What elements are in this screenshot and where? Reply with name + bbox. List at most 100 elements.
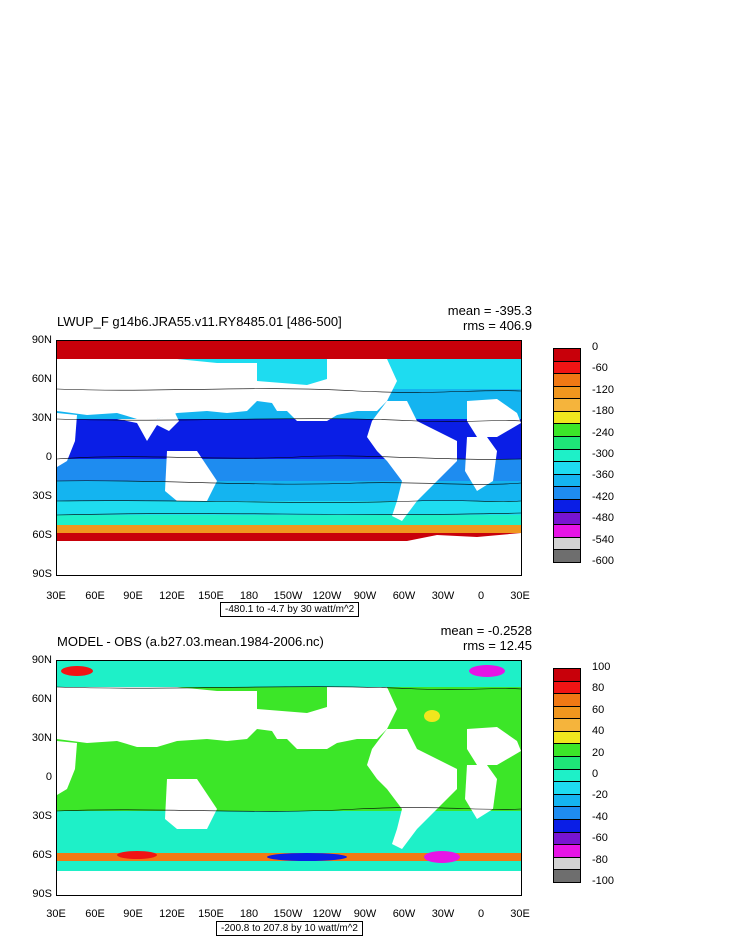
lon-tick: 150E xyxy=(198,590,224,602)
colorbar-label: 0 xyxy=(592,768,599,780)
lon-tick: 120E xyxy=(159,908,185,920)
colorbar-swatch xyxy=(553,693,581,706)
colorbar-swatch xyxy=(553,768,581,782)
panel-bottom: MODEL - OBS (a.b27.03.mean.1984-2006.nc)… xyxy=(0,620,733,940)
lon-tick: 60W xyxy=(392,908,416,920)
colorbar-label: -300 xyxy=(592,448,615,460)
lat-tick: 90S xyxy=(32,568,52,580)
lon-tick: 120W xyxy=(312,590,342,602)
colorbar-swatch xyxy=(553,436,581,449)
colorbar-label: -240 xyxy=(592,426,615,439)
map-fill xyxy=(57,661,521,895)
lat-tick: 90N xyxy=(31,654,52,666)
lon-tick: 90W xyxy=(353,908,377,920)
lon-tick: 120E xyxy=(159,590,185,602)
colorbar-swatch xyxy=(553,373,581,386)
colorbar-swatch xyxy=(553,718,581,731)
chart-title: MODEL - OBS (a.b27.03.mean.1984-2006.nc) xyxy=(57,634,324,649)
lon-tick: 150W xyxy=(273,908,303,920)
map-fill xyxy=(57,341,521,575)
colorbar-swatch xyxy=(553,348,581,361)
colorbar-label: 80 xyxy=(592,682,605,695)
lon-tick: 30W xyxy=(431,908,455,920)
rms-label: rms = 406.9 xyxy=(462,318,532,333)
colorbar-label: -480 xyxy=(592,512,615,525)
colorbar-swatch xyxy=(553,498,581,512)
colorbar-swatch xyxy=(553,844,581,857)
colorbar-label: -60 xyxy=(592,832,608,845)
colorbar-label: -20 xyxy=(592,789,608,802)
colorbar-swatch xyxy=(553,743,581,757)
lon-tick: 0 xyxy=(477,590,485,602)
rms-label: rms = 12.45 xyxy=(462,638,532,653)
lat-tick: 30S xyxy=(32,810,52,822)
colorbar-swatch xyxy=(553,549,581,563)
colorbar-swatch xyxy=(553,705,581,719)
lat-tick: 60S xyxy=(32,529,52,541)
mean-label: mean = -0.2528 xyxy=(440,623,532,638)
colorbar-swatch xyxy=(553,856,581,870)
colorbar-swatch xyxy=(553,730,581,744)
lon-tick: 30W xyxy=(431,590,455,602)
mean-label: mean = -395.3 xyxy=(447,303,532,318)
lat-tick: 0 xyxy=(45,771,52,783)
lon-tick: 180 xyxy=(239,908,259,920)
colorbar xyxy=(553,348,581,563)
lon-tick: 60W xyxy=(392,590,416,602)
lon-tick: 0 xyxy=(477,908,485,920)
colorbar-label: 100 xyxy=(592,661,611,673)
lon-tick: 30E xyxy=(510,590,530,602)
colorbar-swatch xyxy=(553,793,581,807)
colorbar-swatch xyxy=(553,524,581,537)
colorbar-swatch xyxy=(553,756,581,769)
colorbar-label: -360 xyxy=(592,469,615,482)
colorbar-swatch xyxy=(553,410,581,424)
panel-top: LWUP_F g14b6.JRA55.v11.RY8485.01 [486-50… xyxy=(0,300,733,620)
colorbar-swatch xyxy=(553,818,581,832)
colorbar-label: -540 xyxy=(592,533,615,546)
colorbar-label: -60 xyxy=(592,362,608,375)
colorbar-swatch xyxy=(553,360,581,374)
colorbar-label: -80 xyxy=(592,853,608,866)
colorbar-label: -40 xyxy=(592,810,608,823)
lat-tick: 0 xyxy=(45,451,52,463)
lon-tick: 60E xyxy=(85,590,105,602)
colorbar-swatch xyxy=(553,781,581,794)
colorbar-swatch xyxy=(553,461,581,474)
colorbar-swatch xyxy=(553,668,581,681)
colorbar-label: -180 xyxy=(592,405,615,418)
lon-tick: 60E xyxy=(85,908,105,920)
colorbar-label: 0 xyxy=(592,341,599,353)
chart-title: LWUP_F g14b6.JRA55.v11.RY8485.01 [486-50… xyxy=(57,314,342,329)
colorbar-swatch xyxy=(553,398,581,411)
lon-tick: 90E xyxy=(123,590,143,602)
colorbar-label: 40 xyxy=(592,725,605,738)
colorbar-swatch xyxy=(553,423,581,437)
lat-tick: 60N xyxy=(31,693,52,705)
lon-tick: 90E xyxy=(123,908,143,920)
lat-tick: 30S xyxy=(32,490,52,502)
lat-tick: 30N xyxy=(31,412,52,424)
lat-tick: 90S xyxy=(32,888,52,900)
lon-tick: 120W xyxy=(312,908,342,920)
lat-tick: 90N xyxy=(31,334,52,346)
colorbar-swatch xyxy=(553,385,581,399)
lat-tick: 60S xyxy=(32,849,52,861)
colorbar-swatch xyxy=(553,448,581,462)
range-label: -200.8 to 207.8 by 10 watt/m^2 xyxy=(216,921,363,936)
lon-tick: 150E xyxy=(198,908,224,920)
colorbar-label: -120 xyxy=(592,383,615,396)
colorbar-swatch xyxy=(553,486,581,499)
colorbar-swatch xyxy=(553,473,581,487)
colorbar-label: 20 xyxy=(592,746,605,759)
colorbar-label: -100 xyxy=(592,875,615,887)
lon-tick: 180 xyxy=(239,590,259,602)
colorbar-swatch xyxy=(553,536,581,550)
colorbar-label: -420 xyxy=(592,490,615,503)
colorbar-swatch xyxy=(553,831,581,845)
colorbar-swatch xyxy=(553,511,581,525)
range-label: -480.1 to -4.7 by 30 watt/m^2 xyxy=(220,602,360,617)
lon-tick: 30E xyxy=(46,590,66,602)
map-plot xyxy=(56,340,522,576)
lat-tick: 60N xyxy=(31,373,52,385)
